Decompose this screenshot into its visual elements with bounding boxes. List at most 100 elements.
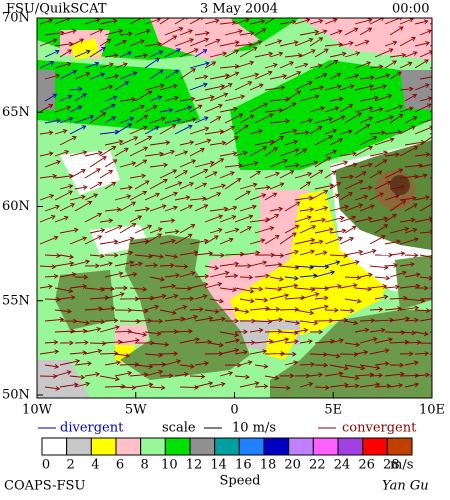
wind-arrowhead <box>378 373 383 378</box>
wind-arrowhead <box>209 95 215 100</box>
wind-arrowhead <box>328 116 334 122</box>
wind-arrow <box>144 84 165 91</box>
wind-arrow <box>104 225 122 234</box>
wind-arrowhead <box>69 340 74 346</box>
wind-arrowhead <box>269 226 275 231</box>
wind-arrow <box>204 235 219 245</box>
wind-arrow <box>149 295 166 300</box>
wind-arrow <box>164 27 183 36</box>
wind-arrow <box>99 38 111 47</box>
wind-arrow <box>119 162 136 168</box>
wind-arrowhead <box>408 106 414 112</box>
wind-arrow <box>39 265 56 268</box>
colorbar-swatch <box>189 437 216 456</box>
wind-arrow <box>179 159 196 168</box>
wind-arrowhead <box>95 371 100 377</box>
wind-arrow <box>269 159 288 168</box>
wind-arrow <box>374 295 388 300</box>
wind-arrowhead <box>97 235 103 240</box>
wind-arrow <box>219 126 235 135</box>
legend-convergent: convergent <box>342 421 417 436</box>
wind-arrow <box>194 204 208 212</box>
wind-arrowhead <box>331 170 337 176</box>
wind-arrowhead <box>117 339 123 345</box>
wind-arrowhead <box>159 254 164 259</box>
wind-arrowhead <box>202 182 208 188</box>
wind-arrowhead <box>214 308 220 314</box>
wind-arrowhead <box>219 158 225 163</box>
wind-arrow <box>149 69 164 80</box>
wind-arrow <box>419 318 432 322</box>
footer-right: Yan Gu <box>382 479 429 494</box>
wind-arrowhead <box>314 292 320 297</box>
wind-arrowhead <box>401 200 407 205</box>
wind-arrow <box>264 308 280 311</box>
wind-arrowhead <box>257 40 263 45</box>
wind-arrow <box>204 283 222 289</box>
wind-arrow <box>239 298 254 302</box>
wind-arrowhead <box>380 235 386 240</box>
wind-arrowhead <box>244 18 250 23</box>
wind-arrow <box>269 254 284 257</box>
wind-arrow <box>114 372 132 377</box>
wind-vectors <box>39 18 442 391</box>
wind-arrowhead <box>145 28 151 34</box>
wind-arrow <box>284 340 299 344</box>
wind-arrowhead <box>188 204 193 210</box>
wind-arrow <box>354 61 371 69</box>
wind-arrowhead <box>112 95 118 101</box>
wind-arrow <box>119 117 134 124</box>
wind-arrow <box>404 383 419 388</box>
wind-arrow <box>209 271 229 278</box>
wind-arrow <box>159 150 175 157</box>
wind-arrow <box>309 240 323 245</box>
wind-arrow <box>164 254 178 258</box>
colorbar-label: 4 <box>91 458 99 473</box>
wind-arrow <box>299 119 313 124</box>
wind-arrow <box>59 185 73 190</box>
wind-arrowhead <box>339 338 344 343</box>
wind-arrowhead <box>338 96 344 102</box>
wind-arrow <box>119 136 138 146</box>
wind-arrowhead <box>199 306 204 312</box>
wind-arrowhead <box>412 203 418 208</box>
wind-arrow <box>144 233 162 245</box>
wind-arrow <box>279 284 298 289</box>
wind-arrowhead <box>284 293 289 299</box>
wind-arrow <box>374 48 393 58</box>
wind-arrowhead <box>100 72 106 78</box>
wind-arrow <box>54 175 73 179</box>
wind-arrowhead <box>310 249 315 255</box>
wind-arrow <box>129 262 143 267</box>
wind-arrowhead <box>82 350 88 356</box>
wind-arrowhead <box>110 286 115 292</box>
wind-arrowhead <box>97 348 103 354</box>
wind-arrow <box>149 50 163 58</box>
wind-arrow <box>239 382 259 388</box>
wind-arrow <box>359 27 372 36</box>
wind-arrow <box>69 105 82 113</box>
wind-arrowhead <box>438 130 442 134</box>
wind-arrowhead <box>217 103 223 109</box>
wind-arrow <box>344 364 365 369</box>
wind-arrowhead <box>378 307 384 312</box>
wind-arrowhead <box>82 150 88 156</box>
colorbar-swatch <box>140 437 166 456</box>
wind-arrowhead <box>436 341 439 345</box>
wind-arrowhead <box>69 261 75 266</box>
wind-arrowhead <box>158 69 164 75</box>
wind-arrow <box>414 374 430 377</box>
wind-arrow <box>329 339 344 344</box>
wind-arrow <box>384 60 397 69</box>
wind-arrow <box>164 96 179 102</box>
wind-arrow <box>164 274 180 278</box>
wind-arrowhead <box>348 41 354 46</box>
wind-arrowhead <box>294 148 300 153</box>
wind-arrow <box>264 63 278 69</box>
wind-arrow <box>254 340 273 344</box>
wind-arrowhead <box>428 275 432 281</box>
wind-arrowhead <box>147 135 153 141</box>
wind-arrowhead <box>401 52 407 58</box>
wind-arrowhead <box>213 235 219 240</box>
wind-arrowhead <box>278 51 284 57</box>
